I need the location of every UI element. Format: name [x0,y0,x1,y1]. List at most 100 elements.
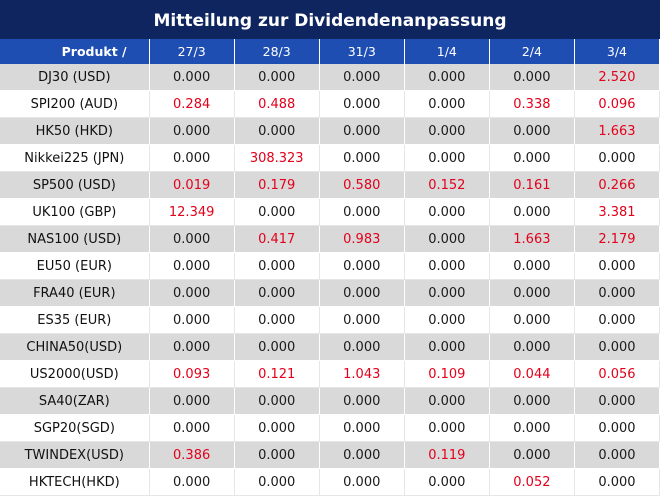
dividend-value-cell: 0.000 [234,279,320,307]
dividend-value-cell: 0.000 [404,64,490,91]
column-header-product: Produkt / [0,39,150,64]
table-row: EU50 (EUR) 0.000 0.000 0.000 0.000 0.000 0.000 [0,252,660,280]
dividend-value-cell: 0.000 [149,64,235,91]
dividend-value-cell: 0.284 [149,90,235,118]
dividend-value-cell: 0.000 [489,144,575,172]
dividend-value-cell: 0.000 [234,468,320,496]
dividend-value-cell: 1.043 [319,360,405,388]
dividend-value-cell: 0.000 [234,306,320,334]
product-name-cell: SPI200 (AUD) [0,90,150,118]
column-header-date: 31/3 [319,39,405,64]
dividend-value-cell: 0.052 [489,468,575,496]
dividend-value-cell: 0.000 [319,90,405,118]
dividend-value-cell: 0.000 [149,117,235,145]
table-row: HK50 (HKD) 0.000 0.000 0.000 0.000 0.000 1.663 [0,117,660,145]
dividend-value-cell: 0.000 [489,441,575,469]
dividend-value-cell: 0.019 [149,171,235,199]
product-name-cell: ES35 (EUR) [0,306,150,334]
table-row: SGP20(SGD) 0.000 0.000 0.000 0.000 0.000 0.000 [0,414,660,442]
dividend-value-cell: 0.000 [574,252,660,280]
dividend-value-cell: 2.179 [574,225,660,253]
dividend-value-cell: 0.000 [319,117,405,145]
dividend-value-cell: 0.109 [404,360,490,388]
table-row: FRA40 (EUR) 0.000 0.000 0.000 0.000 0.000 0.00… [0,279,660,307]
dividend-value-cell: 0.338 [489,90,575,118]
table-row: Nikkei225 (JPN) 0.000 308.323 0.000 0.000 0.0… [0,144,660,172]
dividend-value-cell: 0.000 [404,279,490,307]
dividend-value-cell: 0.000 [149,468,235,496]
dividend-value-cell: 0.000 [404,90,490,118]
dividend-value-cell: 0.000 [149,252,235,280]
dividend-value-cell: 0.488 [234,90,320,118]
dividend-value-cell: 0.000 [149,387,235,415]
page-title: Mitteilung zur Dividendenanpassung [0,0,660,39]
dividend-value-cell: 0.000 [319,144,405,172]
dividend-value-cell: 0.000 [404,117,490,145]
dividend-value-cell: 1.663 [489,225,575,253]
dividend-value-cell: 0.000 [234,414,320,442]
dividend-value-cell: 0.000 [574,387,660,415]
dividend-value-cell: 0.000 [234,387,320,415]
dividend-value-cell: 0.000 [404,225,490,253]
dividend-value-cell: 0.000 [149,306,235,334]
table-row: HKTECH(HKD) 0.000 0.000 0.000 0.000 0.052 0.00… [0,468,660,496]
dividend-value-cell: 0.000 [574,144,660,172]
dividend-value-cell: 0.000 [319,333,405,361]
column-header-date: 3/4 [574,39,660,64]
dividend-value-cell: 0.000 [404,252,490,280]
dividend-value-cell: 3.381 [574,198,660,226]
dividend-value-cell: 0.000 [319,252,405,280]
dividend-value-cell: 0.152 [404,171,490,199]
product-name-cell: SP500 (USD) [0,171,150,199]
dividend-value-cell: 0.000 [574,306,660,334]
dividend-value-cell: 12.349 [149,198,235,226]
product-name-cell: FRA40 (EUR) [0,279,150,307]
dividend-value-cell: 0.044 [489,360,575,388]
dividend-value-cell: 0.000 [574,279,660,307]
dividend-value-cell: 0.000 [234,333,320,361]
dividend-value-cell: 0.000 [149,225,235,253]
product-name-cell: NAS100 (USD) [0,225,150,253]
dividend-value-cell: 0.000 [489,117,575,145]
table-row: SPI200 (AUD) 0.284 0.488 0.000 0.000 0.338 0.0… [0,90,660,118]
dividend-value-cell: 0.000 [319,279,405,307]
dividend-value-cell: 0.093 [149,360,235,388]
table-row: CHINA50(USD) 0.000 0.000 0.000 0.000 0.000 0.0… [0,333,660,361]
dividend-value-cell: 0.000 [319,414,405,442]
dividend-value-cell: 0.000 [319,468,405,496]
table-body: DJ30 (USD) 0.000 0.000 0.000 0.000 0.000 2.520… [0,64,660,496]
table-row: SA40(ZAR) 0.000 0.000 0.000 0.000 0.000 0.000 [0,387,660,415]
dividend-value-cell: 0.000 [574,441,660,469]
column-header-date: 28/3 [234,39,320,64]
dividend-value-cell: 0.000 [574,333,660,361]
table-row: US2000(USD) 0.093 0.121 1.043 0.109 0.044 0.05… [0,360,660,388]
product-name-cell: SA40(ZAR) [0,387,150,415]
dividend-value-cell: 0.000 [489,333,575,361]
dividend-value-cell: 0.000 [574,414,660,442]
dividend-value-cell: 0.000 [404,144,490,172]
dividend-value-cell: 0.000 [404,414,490,442]
dividend-value-cell: 0.000 [404,333,490,361]
dividend-value-cell: 0.417 [234,225,320,253]
dividend-value-cell: 0.096 [574,90,660,118]
dividend-value-cell: 0.266 [574,171,660,199]
dividend-value-cell: 0.000 [489,252,575,280]
dividend-value-cell: 0.000 [404,198,490,226]
dividend-value-cell: 0.000 [149,333,235,361]
dividend-table: Produkt / 27/3 28/3 31/3 1/4 2/4 3/4 DJ3… [0,39,660,496]
dividend-value-cell: 0.000 [319,387,405,415]
table-row: NAS100 (USD) 0.000 0.417 0.983 0.000 1.663 2.1… [0,225,660,253]
dividend-value-cell: 0.056 [574,360,660,388]
dividend-value-cell: 0.000 [574,468,660,496]
dividend-value-cell: 0.000 [319,198,405,226]
table-row: UK100 (GBP) 12.349 0.000 0.000 0.000 0.000 3.3… [0,198,660,226]
dividend-value-cell: 0.000 [149,144,235,172]
dividend-value-cell: 0.121 [234,360,320,388]
dividend-value-cell: 0.000 [404,306,490,334]
table-row: ES35 (EUR) 0.000 0.000 0.000 0.000 0.000 0.000 [0,306,660,334]
product-name-cell: Nikkei225 (JPN) [0,144,150,172]
dividend-value-cell: 0.000 [234,441,320,469]
dividend-value-cell: 0.000 [489,198,575,226]
table-row: DJ30 (USD) 0.000 0.000 0.000 0.000 0.000 2.520 [0,64,660,91]
